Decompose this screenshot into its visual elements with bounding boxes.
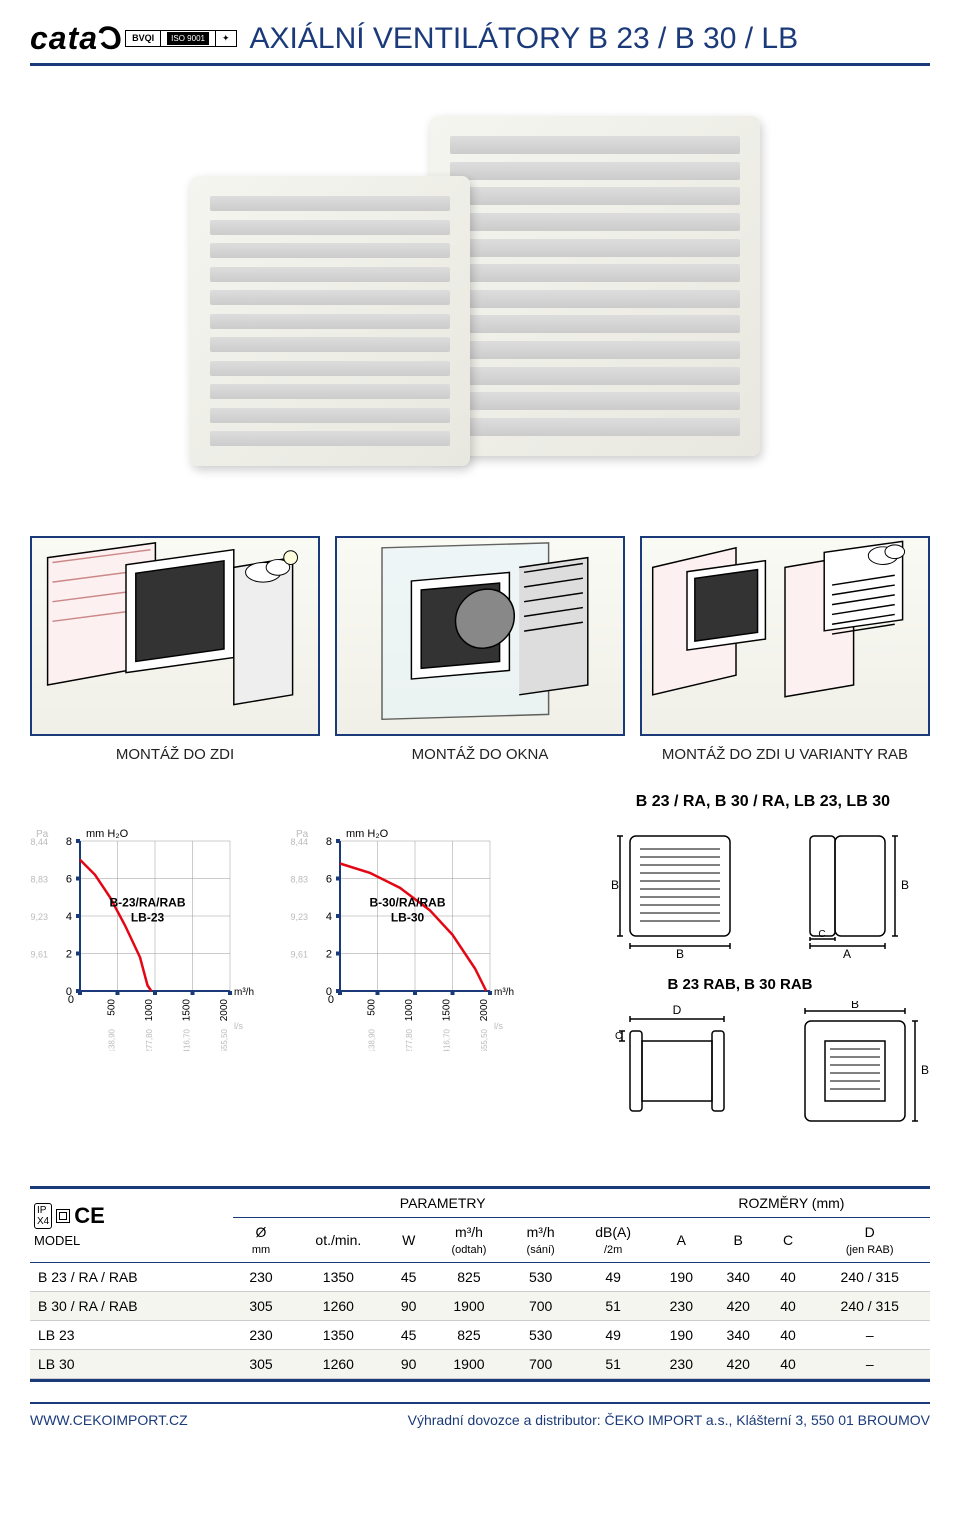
svg-text:D: D: [673, 1003, 682, 1017]
col-db: dB(A)/2m: [573, 1218, 652, 1263]
install-rab: [640, 536, 930, 736]
svg-text:2: 2: [326, 949, 332, 961]
svg-text:39,23: 39,23: [30, 912, 48, 922]
table-row: LB 3030512609019007005123042040–: [30, 1350, 930, 1379]
install-label-1: MONTÁŽ DO ZDI: [30, 746, 320, 763]
footer-url: WWW.CEKOIMPORT.CZ: [30, 1412, 188, 1428]
logo-cata: cataC: [30, 20, 122, 57]
header: cataC BVQI ISO 9001 ✦ AXIÁLNÍ VENTILÁTOR…: [30, 20, 930, 66]
fan-small: [190, 176, 470, 466]
svg-text:4: 4: [66, 911, 72, 923]
svg-text:19,61: 19,61: [30, 950, 48, 960]
col-b: B: [710, 1218, 767, 1263]
svg-text:mm H₂O: mm H₂O: [86, 828, 129, 840]
svg-text:58,83: 58,83: [30, 875, 48, 885]
svg-text:8: 8: [66, 836, 72, 848]
install-labels: MONTÁŽ DO ZDI MONTÁŽ DO OKNA MONTÁŽ DO Z…: [30, 746, 930, 763]
param-header: PARAMETRY: [233, 1189, 653, 1218]
svg-text:416,70: 416,70: [183, 1028, 192, 1051]
specs-section: B 23 / RA, B 30 / RA, LB 23, LB 30 0 2 19,…: [30, 793, 930, 1156]
svg-text:LB-23: LB-23: [131, 911, 165, 925]
svg-text:8: 8: [326, 836, 332, 848]
svg-text:m³/h: m³/h: [494, 987, 514, 998]
svg-text:0: 0: [328, 994, 334, 1006]
svg-text:B: B: [676, 947, 684, 961]
svg-text:6: 6: [66, 874, 72, 886]
svg-text:1000: 1000: [404, 999, 415, 1022]
model-header: MODEL: [34, 1233, 229, 1248]
svg-text:6: 6: [326, 874, 332, 886]
cert-badges: BVQI ISO 9001 ✦: [125, 30, 236, 47]
svg-text:m³/h: m³/h: [234, 987, 254, 998]
svg-text:0: 0: [68, 994, 74, 1006]
svg-text:138,90: 138,90: [108, 1028, 117, 1051]
svg-text:B-23/RA/RAB: B-23/RA/RAB: [109, 896, 185, 910]
svg-text:277,80: 277,80: [405, 1028, 414, 1051]
col-diameter: Ømm: [233, 1218, 290, 1263]
dim-heading-2: B 23 RAB, B 30 RAB: [550, 976, 930, 993]
svg-text:C: C: [615, 1031, 622, 1042]
svg-text:2000: 2000: [479, 999, 490, 1022]
fan-large: [430, 116, 760, 456]
svg-text:B: B: [921, 1063, 929, 1077]
spec-table: IPX4 CE MODEL PARAMETRY ROZMĚRY (mm) Ømm…: [30, 1186, 930, 1382]
col-a: A: [653, 1218, 710, 1263]
table-row: B 23 / RA / RAB2301350458255304919034040…: [30, 1263, 930, 1292]
svg-text:555,50: 555,50: [480, 1028, 489, 1051]
svg-text:B: B: [901, 878, 909, 892]
svg-text:Pa: Pa: [296, 829, 309, 840]
table-row: B 30 / RA / RAB3051260901900700512304204…: [30, 1292, 930, 1321]
svg-text:B: B: [611, 878, 619, 892]
product-photos: [30, 96, 930, 496]
svg-text:Pa: Pa: [36, 829, 49, 840]
svg-text:4: 4: [326, 911, 332, 923]
svg-text:555,50: 555,50: [220, 1028, 229, 1051]
svg-text:l/s: l/s: [234, 1021, 244, 1031]
install-label-3: MONTÁŽ DO ZDI U VARIANTY RAB: [640, 746, 930, 763]
svg-text:416,70: 416,70: [443, 1028, 452, 1051]
dim-rab-side: D C: [610, 1001, 760, 1141]
svg-text:58,83: 58,83: [290, 875, 308, 885]
col-rpm: ot./min.: [289, 1218, 387, 1263]
svg-text:19,61: 19,61: [290, 950, 308, 960]
svg-text:LB-30: LB-30: [391, 911, 425, 925]
install-diagrams: [30, 536, 930, 736]
dim-header: ROZMĚRY (mm): [653, 1189, 930, 1218]
svg-text:39,23: 39,23: [290, 912, 308, 922]
svg-text:2000: 2000: [219, 999, 230, 1022]
svg-text:B: B: [851, 1001, 859, 1011]
col-c: C: [767, 1218, 810, 1263]
svg-text:1000: 1000: [144, 999, 155, 1022]
dim-rab-front: B B: [780, 1001, 930, 1141]
svg-text:l/s: l/s: [494, 1021, 504, 1031]
col-m3h-out: m³/h(odtah): [430, 1218, 508, 1263]
install-label-2: MONTÁŽ DO OKNA: [335, 746, 625, 763]
svg-text:138,90: 138,90: [368, 1028, 377, 1051]
svg-text:1500: 1500: [182, 999, 193, 1022]
svg-text:mm H₂O: mm H₂O: [346, 828, 389, 840]
dim-side: A C B: [780, 821, 930, 961]
footer-text: Výhradní dovozce a distributor: ČEKO IMP…: [408, 1412, 930, 1428]
col-w: W: [387, 1218, 430, 1263]
svg-text:2: 2: [66, 949, 72, 961]
svg-text:500: 500: [367, 999, 378, 1016]
svg-text:1500: 1500: [442, 999, 453, 1022]
svg-text:C: C: [818, 929, 825, 940]
footer: WWW.CEKOIMPORT.CZ Výhradní dovozce a dis…: [30, 1402, 930, 1428]
install-window: [335, 536, 625, 736]
chart-b30: 0219,61439,23658,83878,44500138,90100027…: [290, 821, 520, 1051]
cert-icons: IPX4 CE: [34, 1203, 229, 1229]
col-d: D(jen RAB): [809, 1218, 930, 1263]
page-title: AXIÁLNÍ VENTILÁTORY B 23 / B 30 / LB: [250, 22, 799, 56]
svg-text:277,80: 277,80: [145, 1028, 154, 1051]
table-row: LB 232301350458255304919034040–: [30, 1321, 930, 1350]
col-m3h-in: m³/h(sání): [508, 1218, 574, 1263]
dim-heading-1: B 23 / RA, B 30 / RA, LB 23, LB 30: [30, 793, 930, 811]
svg-text:A: A: [843, 947, 851, 961]
svg-text:B-30/RA/RAB: B-30/RA/RAB: [369, 896, 445, 910]
svg-text:500: 500: [107, 999, 118, 1016]
install-wall: [30, 536, 320, 736]
chart-b23: 0219,61439,23658,83878,44500138,90100027…: [30, 821, 260, 1051]
dim-front: B B: [610, 821, 760, 961]
